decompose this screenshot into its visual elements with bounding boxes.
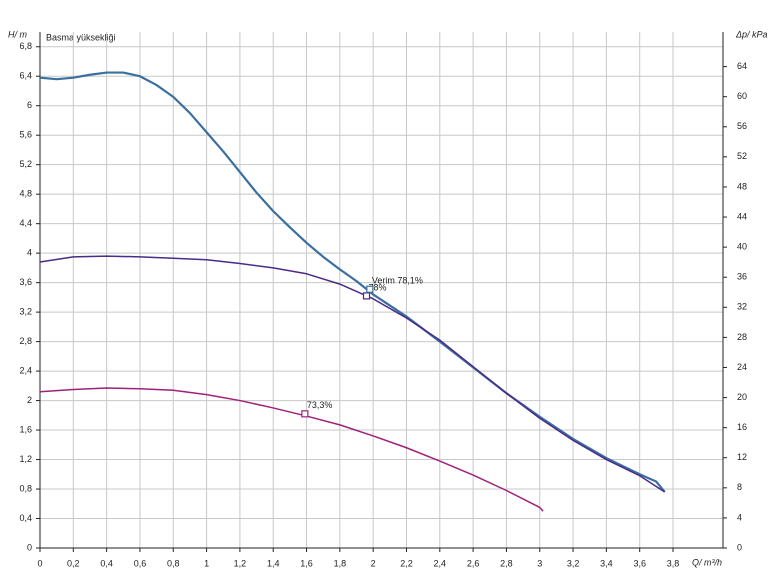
y2-tick-label: 64 bbox=[737, 61, 747, 71]
operating-point bbox=[301, 410, 309, 418]
operating-point bbox=[366, 285, 374, 293]
series-line bbox=[39, 255, 666, 493]
x-tick-label: 2,8 bbox=[500, 558, 513, 568]
y2-tick-label: 8 bbox=[737, 482, 742, 492]
y2-axis-label: Δp/ kPa bbox=[735, 29, 768, 39]
x-tick-label: 0,4 bbox=[100, 558, 113, 568]
x-tick-label: 2,2 bbox=[400, 558, 413, 568]
x-tick-label: 3,2 bbox=[567, 558, 580, 568]
y-tick-label: 0 bbox=[27, 542, 32, 552]
x-tick-label: 1,2 bbox=[234, 558, 247, 568]
y-tick-label: 6,4 bbox=[19, 71, 32, 81]
y-tick-label: 6,8 bbox=[19, 41, 32, 51]
y-tick-label: 4,4 bbox=[19, 218, 32, 228]
x-tick-label: 3,8 bbox=[667, 558, 680, 568]
y-tick-label: 6 bbox=[27, 100, 32, 110]
y-axis-label: H/ m bbox=[8, 29, 28, 39]
x-tick-label: 3 bbox=[537, 558, 542, 568]
y2-tick-label: 60 bbox=[737, 91, 747, 101]
x-tick-label: 0,8 bbox=[167, 558, 180, 568]
x-tick-label: 0 bbox=[37, 558, 42, 568]
y-tick-label: 3,6 bbox=[19, 277, 32, 287]
x-tick-label: 2 bbox=[371, 558, 376, 568]
x-tick-label: 0,2 bbox=[67, 558, 80, 568]
x-tick-label: 2,6 bbox=[467, 558, 480, 568]
y2-tick-label: 24 bbox=[737, 362, 747, 372]
y2-tick-label: 44 bbox=[737, 211, 747, 221]
y-tick-label: 0,8 bbox=[19, 483, 32, 493]
y2-tick-label: 16 bbox=[737, 422, 747, 432]
y2-tick-label: 0 bbox=[737, 542, 742, 552]
y2-tick-label: 48 bbox=[737, 181, 747, 191]
y-tick-label: 1,6 bbox=[19, 424, 32, 434]
y-tick-label: 2 bbox=[27, 395, 32, 405]
y-tick-label: 5,6 bbox=[19, 130, 32, 140]
y2-tick-label: 56 bbox=[737, 121, 747, 131]
x-tick-label: 3,4 bbox=[600, 558, 613, 568]
x-tick-label: 1 bbox=[204, 558, 209, 568]
y2-tick-label: 28 bbox=[737, 332, 747, 342]
y-tick-label: 1,2 bbox=[19, 454, 32, 464]
y-tick-label: 0,4 bbox=[19, 513, 32, 523]
y-tick-label: 2,8 bbox=[19, 336, 32, 346]
y2-tick-label: 36 bbox=[737, 272, 747, 282]
point-label: 78% bbox=[369, 282, 387, 292]
point-label: Verim 78,1% bbox=[372, 276, 423, 286]
y2-tick-label: 4 bbox=[737, 512, 742, 522]
x-tick-label: 1,6 bbox=[300, 558, 313, 568]
x-axis-label: Q/ m³/h bbox=[692, 557, 722, 567]
y2-tick-label: 12 bbox=[737, 452, 747, 462]
y2-tick-label: 52 bbox=[737, 151, 747, 161]
x-tick-label: 1,8 bbox=[334, 558, 347, 568]
y2-tick-label: 32 bbox=[737, 302, 747, 312]
y-tick-label: 4 bbox=[27, 248, 32, 258]
y2-tick-label: 20 bbox=[737, 392, 747, 402]
y2-tick-label: 40 bbox=[737, 242, 747, 252]
x-tick-label: 3,6 bbox=[633, 558, 646, 568]
series-line bbox=[39, 71, 666, 493]
x-tick-label: 2,4 bbox=[434, 558, 447, 568]
x-tick-label: 1,4 bbox=[267, 558, 280, 568]
y-tick-label: 4,8 bbox=[19, 189, 32, 199]
y-tick-label: 3,2 bbox=[19, 306, 32, 316]
x-tick-label: 0,6 bbox=[134, 558, 147, 568]
chart-title: Basma yüksekliği bbox=[46, 32, 116, 42]
y-tick-label: 2,4 bbox=[19, 365, 32, 375]
operating-point bbox=[362, 292, 371, 300]
point-label: 73,3% bbox=[307, 400, 333, 410]
y-tick-label: 5,2 bbox=[19, 159, 32, 169]
